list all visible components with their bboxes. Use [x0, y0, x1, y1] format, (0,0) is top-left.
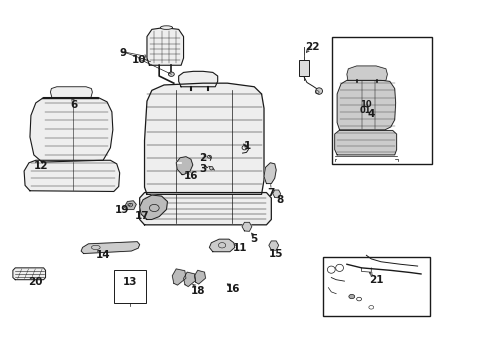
Text: 5: 5	[250, 234, 257, 244]
Ellipse shape	[209, 166, 213, 170]
Text: 16: 16	[225, 284, 240, 294]
Text: 21: 21	[368, 275, 383, 285]
Polygon shape	[183, 272, 195, 287]
Text: 2: 2	[199, 153, 206, 163]
Ellipse shape	[160, 26, 172, 30]
Text: 16: 16	[183, 171, 198, 181]
Text: 10: 10	[131, 55, 145, 65]
Text: 14: 14	[96, 250, 110, 260]
Text: 22: 22	[305, 42, 319, 52]
Polygon shape	[172, 269, 185, 285]
Polygon shape	[24, 160, 120, 192]
Polygon shape	[264, 163, 276, 184]
Text: 8: 8	[276, 195, 283, 205]
Text: 12: 12	[33, 161, 48, 171]
Bar	[114, 270, 145, 303]
Polygon shape	[140, 193, 271, 225]
Text: 11: 11	[232, 243, 246, 253]
Text: 01: 01	[359, 105, 370, 114]
Bar	[299, 60, 308, 76]
Bar	[331, 37, 431, 164]
Polygon shape	[125, 201, 136, 210]
Polygon shape	[144, 83, 264, 194]
Polygon shape	[209, 239, 234, 252]
Text: 6: 6	[70, 100, 77, 110]
Polygon shape	[194, 270, 205, 284]
Polygon shape	[242, 222, 251, 231]
Polygon shape	[147, 28, 183, 65]
Polygon shape	[336, 80, 395, 130]
Polygon shape	[81, 242, 140, 253]
Text: 17: 17	[135, 211, 149, 221]
Polygon shape	[176, 157, 192, 175]
Bar	[322, 257, 429, 316]
Polygon shape	[140, 195, 167, 220]
Polygon shape	[268, 241, 278, 250]
Polygon shape	[334, 131, 396, 155]
Ellipse shape	[348, 294, 354, 299]
Text: 1: 1	[243, 141, 250, 151]
Text: 13: 13	[122, 277, 137, 287]
Text: 10: 10	[359, 100, 370, 109]
Text: 3: 3	[199, 164, 206, 174]
Polygon shape	[346, 66, 386, 80]
Polygon shape	[272, 190, 280, 198]
Text: 4: 4	[367, 109, 374, 119]
Text: 15: 15	[268, 248, 283, 258]
Text: 19: 19	[114, 206, 128, 216]
Polygon shape	[178, 71, 217, 87]
Text: CZI: CZI	[127, 203, 134, 207]
Text: 7: 7	[267, 188, 274, 198]
Ellipse shape	[315, 88, 322, 94]
Text: 9: 9	[119, 48, 126, 58]
Polygon shape	[13, 268, 45, 280]
Text: 20: 20	[28, 277, 43, 287]
Text: 18: 18	[190, 286, 205, 296]
Ellipse shape	[168, 72, 174, 76]
Polygon shape	[50, 87, 92, 98]
Polygon shape	[30, 98, 113, 162]
